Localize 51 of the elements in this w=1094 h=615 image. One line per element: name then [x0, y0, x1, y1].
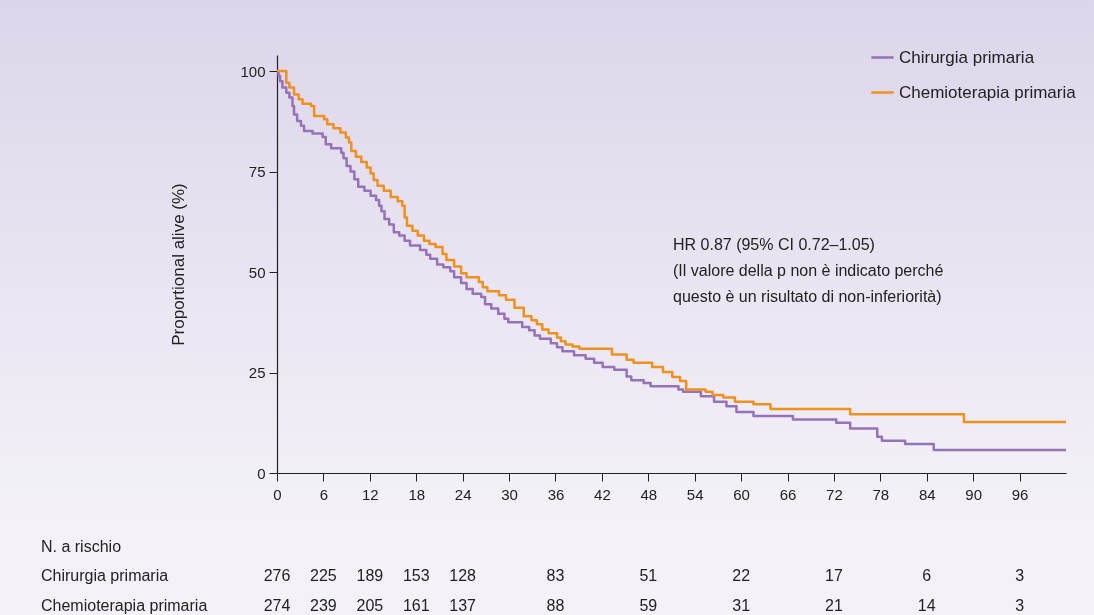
y-tick-label: 25 — [248, 364, 266, 382]
x-tick-label: 42 — [594, 485, 611, 503]
text: 153 — [402, 567, 430, 584]
x-tick-label: 48 — [640, 485, 658, 503]
text: 3 — [1015, 597, 1025, 614]
text: 161 — [402, 597, 430, 614]
x-tick-label: 12 — [361, 485, 379, 503]
x-tick-label: 36 — [547, 485, 565, 503]
text: 59 — [639, 597, 658, 614]
text: Chemioterapia primaria — [41, 597, 208, 614]
annotation: HR 0.87 (95% CI 0.72–1.05) (Il valore della p non è indicato perché questo è un risultato di non-inferiorità) — [673, 236, 944, 305]
y-axis-title: Proportional alive (%) — [169, 183, 189, 346]
text: N. a rischio — [41, 538, 122, 555]
x-tick-label: 6 — [319, 485, 329, 503]
x-tick-label: 96 — [1011, 485, 1029, 503]
y-tick-label: 0 — [257, 464, 266, 482]
text: 31 — [732, 597, 751, 614]
x-tick-label: 66 — [779, 485, 797, 503]
legend-label: Chirurgia primaria — [899, 47, 1035, 67]
text: 276 — [263, 567, 291, 584]
text: 21 — [825, 597, 843, 614]
text: 189 — [356, 567, 384, 584]
text: 274 — [263, 597, 291, 614]
y-tick-label: 100 — [240, 62, 266, 80]
text: 137 — [449, 597, 477, 614]
x-tick-label: 18 — [408, 485, 426, 503]
text: 128 — [449, 567, 477, 584]
x-tick-label: 84 — [918, 485, 936, 503]
text: 22 — [732, 567, 751, 584]
text: 225 — [310, 567, 337, 584]
x-tick-label: 24 — [454, 485, 472, 503]
y-tick-label: 75 — [248, 163, 266, 181]
text: 17 — [825, 567, 843, 584]
x-tick-label: 54 — [686, 485, 704, 503]
x-tick-label: 60 — [733, 485, 750, 503]
text: 6 — [922, 567, 932, 584]
x-tick-label: 90 — [965, 485, 983, 503]
text: 239 — [310, 597, 337, 614]
legend-label: Chemioterapia primaria — [899, 82, 1077, 102]
text: 83 — [546, 567, 565, 584]
text: 3 — [1015, 567, 1025, 584]
y-tick-label: 50 — [248, 263, 266, 281]
x-tick-label: 30 — [501, 485, 518, 503]
x-tick-label: 0 — [273, 485, 282, 503]
x-tick-label: 72 — [826, 485, 843, 503]
text: 205 — [356, 597, 384, 614]
text: 88 — [546, 597, 565, 614]
text: 51 — [639, 567, 658, 584]
text: Chirurgia primaria — [41, 567, 169, 584]
text: 14 — [917, 597, 936, 614]
x-tick-label: 78 — [872, 485, 890, 503]
